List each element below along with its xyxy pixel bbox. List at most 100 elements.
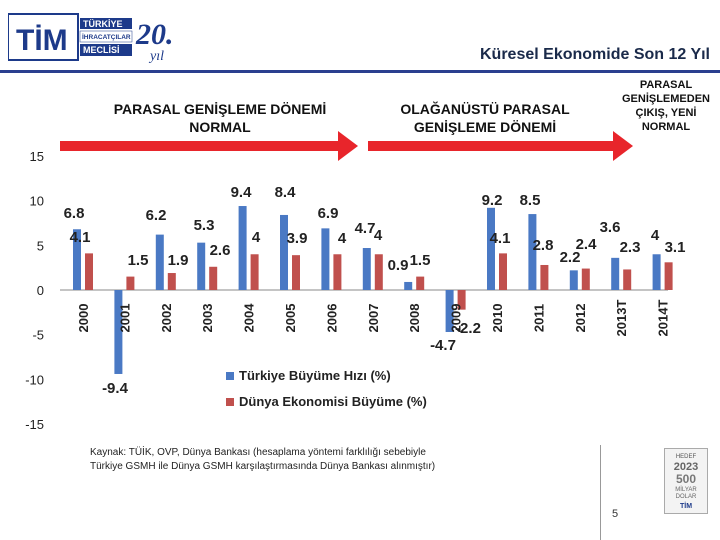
turkey-value-label: 3.6 — [600, 219, 621, 236]
world-growth-bar — [374, 254, 383, 290]
x-tick-label: 2008 — [407, 304, 422, 333]
world-growth-bar — [457, 290, 466, 310]
footer-divider — [600, 445, 601, 540]
target-2023-badge: HEDEF 2023 500 MİLYAR DOLAR TİM — [664, 448, 708, 514]
world-value-label: 4 — [338, 230, 347, 247]
phase-arrows — [60, 131, 633, 161]
slide-title: Küresel Ekonomide Son 12 Yıl — [480, 46, 710, 63]
logo-anniversary: 20. — [135, 18, 174, 51]
x-tick-label: 2000 — [76, 304, 91, 333]
legend-swatch — [226, 372, 234, 380]
turkey-growth-bar — [445, 290, 454, 332]
turkey-value-label: 5.3 — [194, 217, 215, 234]
turkey-value-label: 4.7 — [355, 220, 376, 237]
world-growth-bar — [540, 264, 549, 290]
world-growth-bar — [664, 262, 673, 290]
page-number: 5 — [612, 508, 619, 520]
arrow-normal-shaft — [60, 141, 338, 151]
turkey-value-label: 6.2 — [146, 207, 167, 224]
badge-tim: TİM — [680, 502, 692, 510]
world-growth-bar — [85, 253, 93, 290]
turkey-value-label: 6.9 — [318, 205, 339, 222]
world-growth-bar — [292, 255, 300, 290]
badge-amount: 500 — [676, 472, 696, 486]
turkey-growth-bar — [197, 242, 206, 290]
logo-anniversary-sub: yıl — [148, 49, 164, 64]
source-line-1: Kaynak: TÜİK, OVP, Dünya Bankası (hesapl… — [90, 447, 426, 458]
world-growth-bar — [250, 254, 259, 290]
x-tick-label: 2007 — [366, 304, 381, 333]
turkey-value-label: 9.4 — [231, 184, 253, 201]
x-tick-label: 2006 — [324, 304, 339, 333]
legend-label: Dünya Ekonomisi Büyüme (%) — [239, 394, 427, 409]
world-value-label: 4 — [374, 227, 383, 244]
world-value-label: 4 — [252, 229, 261, 246]
world-value-label: 2.3 — [620, 239, 641, 256]
badge-year: 2023 — [674, 461, 698, 473]
tim-logo: TİM TÜRKİYE İHRACATÇILAR MECLİSİ 20. yıl — [7, 8, 188, 68]
badge-hedef: HEDEF — [676, 454, 697, 460]
turkey-growth-bar — [487, 207, 495, 290]
y-tick-label: 0 — [37, 283, 44, 298]
source-note: Kaynak: TÜİK, OVP, Dünya Bankası (hesapl… — [90, 446, 570, 474]
turkey-growth-bar — [238, 206, 247, 290]
x-axis-labels: 2000 2001 2002 2003 2004 2005 2006 2007 2008 2009… — [76, 300, 671, 337]
world-value-label: 3.9 — [287, 230, 308, 247]
phase-label-exit: PARASAL GENİŞLEMEDEN ÇIKIŞ, YENİ NORMAL — [621, 79, 710, 133]
world-value-label: 1.9 — [168, 252, 189, 269]
turkey-value-label: 4 — [651, 227, 660, 244]
x-tick-label: 2003 — [200, 304, 215, 333]
x-tick-label: 2010 — [490, 304, 505, 333]
y-tick-label: -15 — [25, 417, 44, 432]
world-value-label: 1.5 — [128, 252, 149, 269]
x-tick-label: 2005 — [283, 304, 298, 333]
turkey-growth-bar — [611, 257, 620, 290]
y-tick-label: -5 — [32, 328, 44, 343]
legend-swatch — [226, 398, 234, 406]
x-tick-label: 2004 — [242, 303, 257, 333]
x-tick-label: 2014T — [656, 300, 671, 337]
y-tick-label: 15 — [30, 149, 44, 164]
logo-line3: MECLİSİ — [83, 45, 120, 55]
world-value-label: 2.6 — [210, 242, 231, 259]
turkey-growth-bar — [114, 290, 123, 374]
turkey-value-label: -9.4 — [102, 380, 129, 397]
world-value-label: 4.1 — [70, 229, 91, 246]
turkey-value-label: 2.2 — [560, 249, 581, 266]
world-growth-bar — [167, 273, 176, 290]
world-value-label: 1.5 — [410, 252, 431, 269]
turkey-growth-bar — [321, 228, 330, 290]
x-tick-label: 2013T — [614, 300, 629, 337]
x-tick-label: 2011 — [531, 304, 546, 332]
world-value-label: 4.1 — [490, 230, 511, 247]
chart-legend: Türkiye Büyüme Hızı (%) Dünya Ekonomisi B… — [226, 368, 427, 409]
legend-label: Türkiye Büyüme Hızı (%) — [239, 368, 391, 383]
turkey-value-label: 0.9 — [388, 257, 409, 274]
turkey-growth-bar — [528, 214, 537, 290]
turkey-growth-bar — [362, 248, 371, 290]
world-value-label: 3.1 — [665, 239, 686, 256]
logo-line1: TÜRKİYE — [83, 19, 123, 29]
badge-unit2: DOLAR — [676, 494, 697, 500]
logo-line2: İHRACATÇILAR — [82, 33, 131, 41]
world-growth-bar — [499, 253, 507, 290]
turkey-growth-bar — [404, 281, 413, 290]
source-line-2: Türkiye GSMH ile Dünya GSMH karşılaştırm… — [90, 461, 436, 472]
world-value-label: -2.2 — [455, 320, 481, 337]
y-tick-label: 10 — [30, 194, 44, 209]
phase-label-normal: PARASAL GENİŞLEME DÖNEMİ NORMAL — [113, 101, 327, 135]
x-tick-label: 2001 — [117, 304, 132, 333]
turkey-growth-bar — [280, 214, 288, 290]
turkey-value-label: 9.2 — [482, 192, 503, 209]
turkey-growth-bar — [652, 254, 661, 290]
world-growth-bar — [416, 276, 425, 290]
world-growth-bar — [581, 268, 590, 290]
phase-label-extraordinary: OLAĞANÜSTÜ PARASAL GENİŞLEME DÖNEMİ — [400, 101, 570, 135]
data-labels: 6.84.1-9.41.56.21.95.32.69.448.43.96.944… — [64, 184, 686, 397]
turkey-growth-bar — [569, 270, 578, 290]
y-tick-label: -10 — [25, 372, 44, 387]
logo-tim-text: TİM — [16, 24, 68, 57]
turkey-value-label: 8.5 — [520, 192, 541, 209]
world-growth-bar — [333, 254, 342, 290]
